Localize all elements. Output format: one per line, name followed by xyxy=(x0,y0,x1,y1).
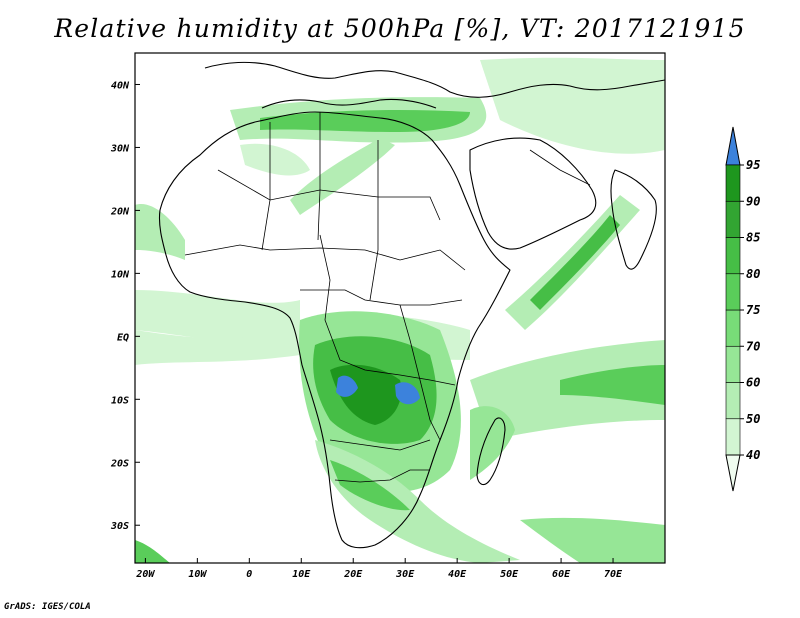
colorbar-segment xyxy=(725,418,741,456)
colorbar-label: 60 xyxy=(746,376,760,390)
colorbar-label: 95 xyxy=(746,158,760,172)
mediterranean-coastline xyxy=(261,98,437,109)
colorbar-label: 85 xyxy=(746,231,760,245)
rh-region-northeast xyxy=(480,57,665,154)
x-tick-label: 10W xyxy=(188,569,207,580)
rh-region-sahel-band xyxy=(135,290,300,344)
rh-region-southwest-corner xyxy=(135,540,170,563)
y-tick-label: 20N xyxy=(110,206,130,217)
y-tick-label: 10S xyxy=(111,395,129,406)
x-axis-ticks: 20W 10W 0 10E 20E 30E 40E 50E 60E 70E xyxy=(135,558,623,580)
india-coastline xyxy=(610,169,657,270)
x-tick-label: 30E xyxy=(395,569,415,580)
colorbar-segment xyxy=(725,345,741,383)
x-tick-label: 40E xyxy=(448,569,467,580)
colorbar-segment xyxy=(725,200,741,238)
map-frame xyxy=(134,52,666,564)
colorbar-label: 75 xyxy=(746,303,760,317)
rh-region-west-sahara xyxy=(240,143,310,176)
y-tick-label: EQ xyxy=(117,332,129,343)
colorbar-over-triangle xyxy=(725,126,741,166)
x-tick-label: 60E xyxy=(552,569,571,580)
x-tick-label: 70E xyxy=(604,569,623,580)
humidity-field xyxy=(135,57,665,563)
africa-coastline xyxy=(158,111,511,549)
rh-region-southeast xyxy=(520,517,665,563)
x-tick-label: 50E xyxy=(500,569,519,580)
coastlines xyxy=(158,61,665,549)
rh-over-95-central xyxy=(395,382,420,405)
rh-region-southern-core xyxy=(330,460,410,511)
y-tick-label: 20S xyxy=(110,458,129,469)
colorbar-segment xyxy=(725,237,741,275)
y-tick-label: 30N xyxy=(110,143,130,154)
y-tick-label: 40N xyxy=(111,80,130,91)
colorbar-label: 50 xyxy=(746,412,760,426)
y-tick-label: 10N xyxy=(111,269,130,280)
colorbar-label: 90 xyxy=(746,194,760,208)
grads-credit: GrADS: IGES/COLA xyxy=(4,602,91,612)
y-tick-label: 30S xyxy=(110,521,129,532)
rh-region-sahara-streak xyxy=(290,138,395,215)
country-borders xyxy=(184,112,591,483)
rh-region-north-africa-core xyxy=(260,110,470,132)
rh-region-madagascar xyxy=(470,406,515,480)
colorbar-label: 70 xyxy=(746,339,760,353)
madagascar-coastline xyxy=(476,417,506,486)
rh-region-atlantic-west xyxy=(135,204,185,260)
colorbar-segment xyxy=(725,309,741,347)
europe-coastline xyxy=(204,61,665,98)
x-tick-label: 0 xyxy=(246,569,252,580)
colorbar-segment xyxy=(725,164,741,202)
x-tick-label: 20E xyxy=(343,569,363,580)
rh-over-95-west xyxy=(336,375,358,397)
arabia-coastline xyxy=(469,137,597,250)
y-axis-ticks: 40N 30N 20N 10N EQ 10S 20S 30S xyxy=(110,80,140,532)
x-tick-label: 20W xyxy=(135,569,155,580)
rh-region-indian-ocean-core xyxy=(560,365,665,405)
colorbar: 40 50 60 70 75 80 85 90 95 xyxy=(725,126,760,492)
colorbar-label: 80 xyxy=(746,267,760,281)
colorbar-under-triangle xyxy=(725,454,741,492)
colorbar-label: 40 xyxy=(746,448,760,462)
colorbar-segment xyxy=(725,382,741,420)
map-title: Relative humidity at 500hPa [%], VT: 201… xyxy=(54,14,746,43)
x-tick-label: 10E xyxy=(292,569,311,580)
colorbar-segment xyxy=(725,273,741,311)
rh-region-arabian-sea-core xyxy=(530,215,620,310)
